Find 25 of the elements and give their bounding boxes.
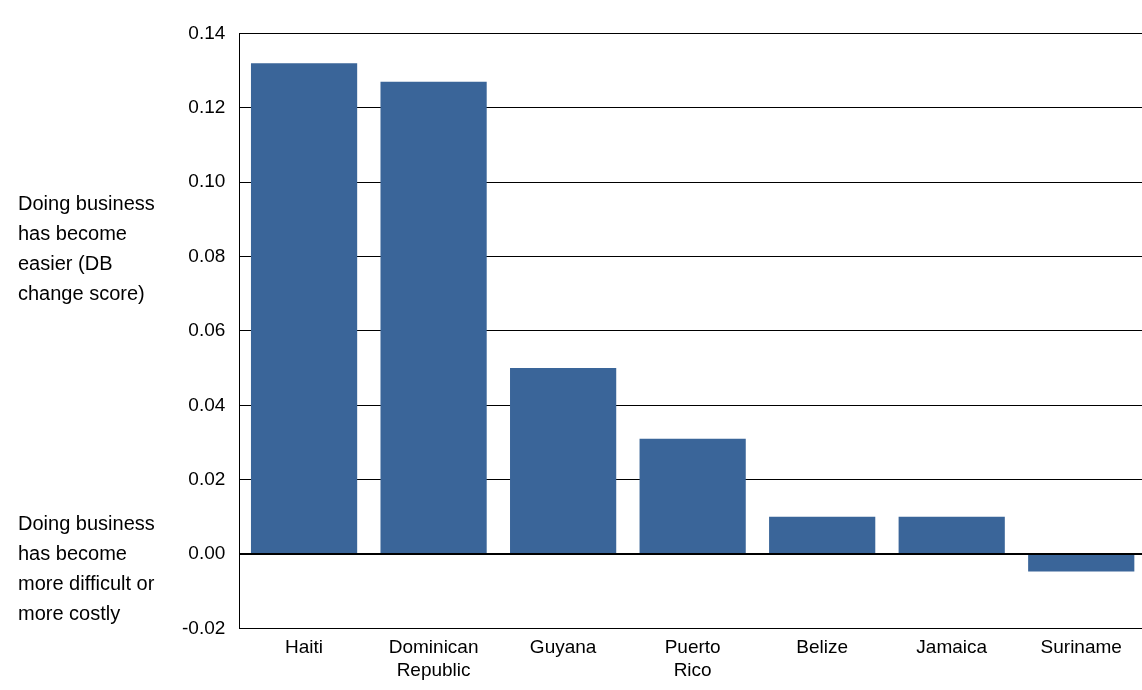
- x-tick-label: Suriname: [1040, 636, 1122, 658]
- y-tick-label: -0.02: [181, 616, 226, 638]
- bar: [510, 368, 617, 554]
- bar: [1028, 555, 1135, 572]
- y-tick-label: 0.00: [188, 542, 226, 564]
- y-tick-label: 0.04: [188, 393, 226, 415]
- y-tick-label: 0.06: [188, 319, 226, 341]
- y-tick-label: 0.10: [188, 170, 226, 192]
- x-tick-label: Haiti: [285, 636, 324, 658]
- x-tick-label: Jamaica: [916, 636, 988, 658]
- bar: [380, 81, 487, 554]
- text: Doing business has become more difficult or more costly: [18, 511, 156, 626]
- bar: [769, 516, 876, 554]
- y-tick-label: 0.14: [188, 21, 226, 43]
- x-tick-label: Belize: [796, 636, 849, 658]
- x-tick-label: Dominican Republic: [388, 636, 479, 680]
- bar: [639, 438, 746, 554]
- bar: [250, 63, 358, 554]
- text: Doing business has become easier (DB change score): [18, 191, 156, 306]
- y-tick-label: 0.02: [188, 467, 226, 489]
- bar: [898, 516, 1005, 554]
- y-tick-label: 0.12: [188, 96, 226, 118]
- x-tick-label: Puerto Rico: [664, 636, 721, 680]
- y-tick-label: 0.08: [188, 244, 226, 266]
- x-tick-label: Guyana: [529, 636, 597, 658]
